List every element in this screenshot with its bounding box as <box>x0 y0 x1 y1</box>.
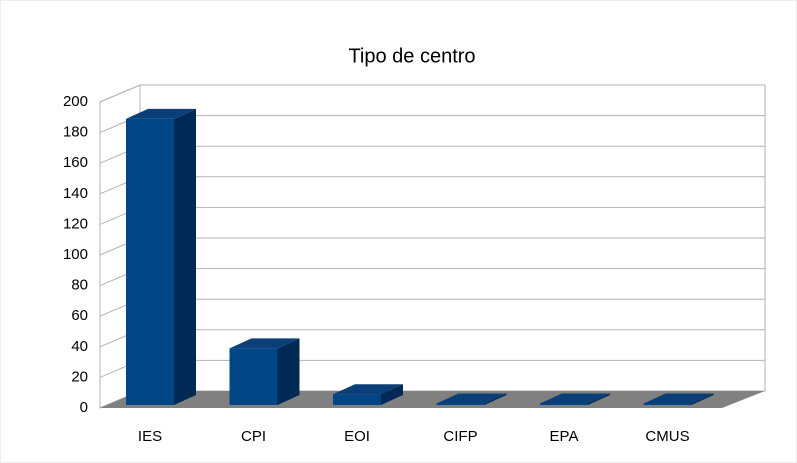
y-tick-label: 20 <box>71 368 88 385</box>
bar-side <box>174 108 196 405</box>
grid-line <box>99 84 765 103</box>
y-tick-label: 140 <box>63 185 88 202</box>
bar <box>436 403 485 405</box>
y-tick-label: 160 <box>63 154 88 171</box>
bar <box>643 403 692 405</box>
x-tick-label: EOI <box>344 428 370 445</box>
bar-top <box>540 393 610 404</box>
bar-top <box>643 393 714 404</box>
y-tick-label: 120 <box>63 215 88 232</box>
y-tick-label: 0 <box>80 399 88 416</box>
y-tick-label: 180 <box>63 124 88 141</box>
x-tick-label: EPA <box>550 428 579 445</box>
bar <box>126 118 174 405</box>
y-tick-label: 40 <box>71 338 88 355</box>
chart-title: Tipo de centro <box>348 45 475 67</box>
x-tick-label: IES <box>138 428 162 445</box>
bar-side <box>277 338 300 405</box>
y-tick-label: 80 <box>71 277 88 294</box>
bar <box>229 348 278 405</box>
bar-top <box>436 393 507 404</box>
bar <box>333 394 381 405</box>
bar-side <box>588 393 610 405</box>
y-tick-label: 60 <box>71 307 88 324</box>
bar-top <box>333 384 403 395</box>
bar-side <box>381 384 403 405</box>
bar-top <box>126 108 196 119</box>
bar <box>540 403 588 405</box>
bar-top <box>229 338 300 349</box>
y-tick-label: 100 <box>63 246 88 263</box>
x-tick-label: CIFP <box>443 428 477 445</box>
bar-side <box>691 393 714 405</box>
y-tick-label: 200 <box>63 93 88 110</box>
x-tick-label: CPI <box>241 428 266 445</box>
x-tick-label: CMUS <box>645 428 689 445</box>
bar-side <box>484 393 507 405</box>
